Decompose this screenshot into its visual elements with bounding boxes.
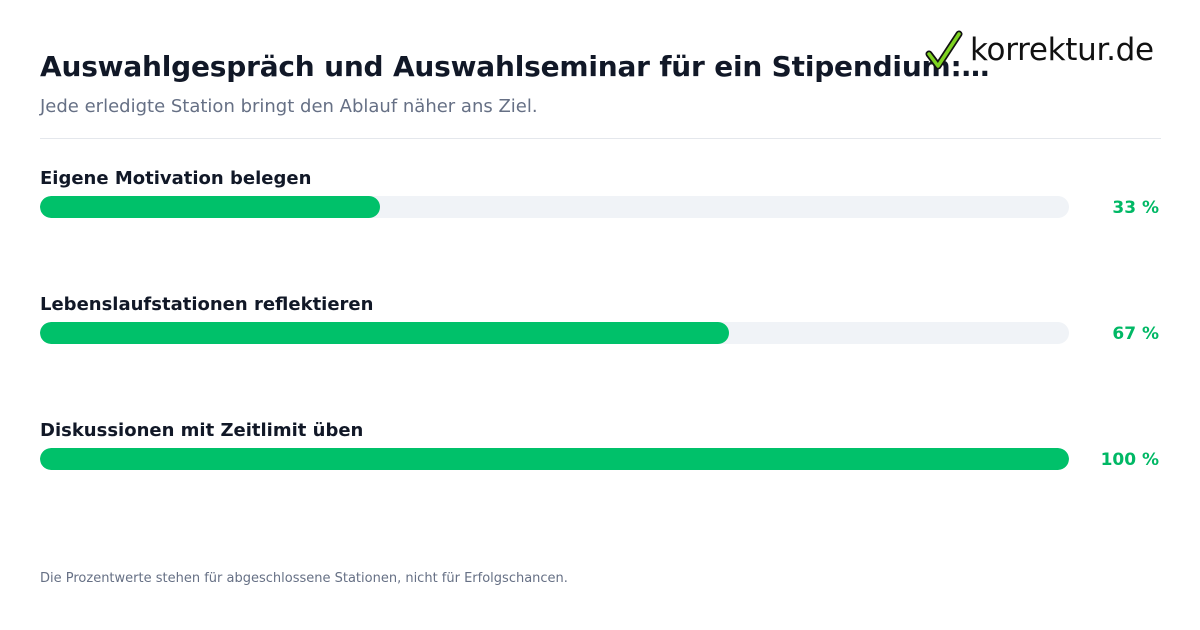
page-subtitle: Jede erledigte Station bringt den Ablauf… bbox=[40, 96, 538, 117]
progress-track bbox=[40, 196, 1069, 218]
header-divider bbox=[40, 138, 1161, 139]
progress-row: Diskussionen mit Zeitlimit üben 100 % bbox=[40, 420, 1161, 480]
progress-label: Lebenslaufstationen reflektieren bbox=[40, 294, 374, 315]
progress-row: Lebenslaufstationen reflektieren 67 % bbox=[40, 294, 1161, 354]
progress-bar-fill bbox=[40, 448, 1069, 470]
progress-row: Eigene Motivation belegen 33 % bbox=[40, 168, 1161, 228]
checkmark-icon bbox=[925, 30, 963, 70]
footnote: Die Prozentwerte stehen für abgeschlosse… bbox=[40, 571, 568, 586]
progress-bar-fill bbox=[40, 196, 380, 218]
progress-track bbox=[40, 448, 1069, 470]
progress-label: Diskussionen mit Zeitlimit üben bbox=[40, 420, 364, 441]
progress-track bbox=[40, 322, 1069, 344]
progress-value-label: 33 % bbox=[1112, 198, 1159, 218]
brand-logo[interactable]: korrektur.de bbox=[925, 28, 1165, 78]
progress-value-label: 100 % bbox=[1100, 450, 1159, 470]
progress-label: Eigene Motivation belegen bbox=[40, 168, 312, 189]
logo-text: korrektur.de bbox=[970, 32, 1154, 68]
progress-bar-fill bbox=[40, 322, 730, 344]
page-title: Auswahlgespräch und Auswahlseminar für e… bbox=[40, 50, 990, 83]
progress-value-label: 67 % bbox=[1112, 324, 1159, 344]
